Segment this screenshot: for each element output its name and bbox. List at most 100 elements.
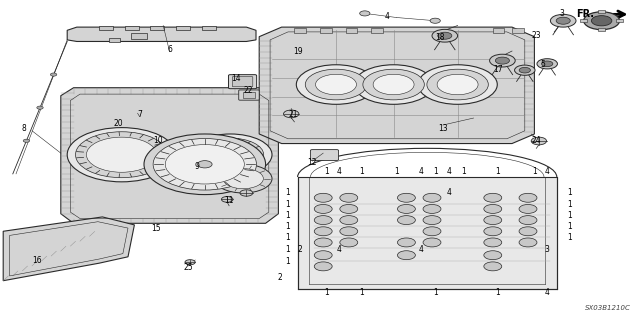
Circle shape bbox=[340, 227, 358, 236]
Text: 1: 1 bbox=[567, 211, 572, 220]
Text: 4: 4 bbox=[447, 189, 452, 197]
Text: 17: 17 bbox=[493, 65, 503, 74]
Circle shape bbox=[541, 61, 553, 67]
Circle shape bbox=[423, 193, 441, 202]
Text: 10: 10 bbox=[153, 136, 163, 145]
Text: 1: 1 bbox=[567, 233, 572, 242]
Circle shape bbox=[423, 238, 441, 247]
Circle shape bbox=[316, 74, 356, 95]
Circle shape bbox=[223, 168, 264, 189]
Text: 1: 1 bbox=[495, 288, 500, 297]
Circle shape bbox=[430, 18, 440, 23]
Text: 4: 4 bbox=[385, 12, 390, 21]
Text: 2: 2 bbox=[278, 273, 283, 282]
Bar bbox=[150, 26, 164, 30]
FancyBboxPatch shape bbox=[232, 77, 253, 87]
Text: 3: 3 bbox=[559, 9, 564, 18]
Circle shape bbox=[314, 204, 332, 213]
Circle shape bbox=[185, 260, 195, 265]
Text: SX03B1210C: SX03B1210C bbox=[584, 305, 630, 311]
Bar bbox=[125, 26, 139, 30]
Circle shape bbox=[437, 74, 478, 95]
Circle shape bbox=[198, 161, 212, 168]
Circle shape bbox=[584, 12, 620, 30]
Circle shape bbox=[484, 193, 502, 202]
Circle shape bbox=[519, 67, 531, 73]
Circle shape bbox=[340, 193, 358, 202]
Circle shape bbox=[86, 137, 157, 172]
Bar bbox=[616, 19, 623, 22]
Bar bbox=[580, 19, 587, 22]
Circle shape bbox=[314, 193, 332, 202]
Circle shape bbox=[556, 17, 570, 24]
Circle shape bbox=[23, 139, 29, 142]
Bar bbox=[294, 28, 306, 33]
Circle shape bbox=[531, 137, 547, 145]
FancyBboxPatch shape bbox=[239, 90, 259, 100]
Circle shape bbox=[495, 57, 509, 64]
Text: 1: 1 bbox=[324, 288, 329, 297]
Text: 15: 15 bbox=[150, 224, 161, 233]
Text: 1: 1 bbox=[567, 189, 572, 197]
Text: 8: 8 bbox=[22, 124, 27, 133]
Bar bbox=[243, 92, 255, 98]
Circle shape bbox=[397, 238, 415, 247]
Circle shape bbox=[397, 251, 415, 260]
Text: 7: 7 bbox=[137, 110, 142, 119]
Text: 24: 24 bbox=[531, 136, 541, 145]
Circle shape bbox=[484, 251, 502, 260]
Circle shape bbox=[519, 227, 537, 236]
Text: 4: 4 bbox=[545, 167, 550, 176]
Text: 6: 6 bbox=[167, 45, 172, 54]
Bar bbox=[176, 26, 190, 30]
Text: 4: 4 bbox=[337, 245, 342, 254]
Bar bbox=[346, 28, 357, 33]
Circle shape bbox=[418, 65, 497, 104]
Circle shape bbox=[340, 238, 358, 247]
Circle shape bbox=[490, 54, 515, 67]
Circle shape bbox=[144, 134, 266, 195]
Text: 16: 16 bbox=[32, 256, 42, 265]
Polygon shape bbox=[61, 88, 278, 223]
Circle shape bbox=[423, 227, 441, 236]
Circle shape bbox=[314, 251, 332, 260]
Text: 1: 1 bbox=[285, 245, 291, 254]
Circle shape bbox=[484, 262, 502, 271]
Text: 22: 22 bbox=[244, 86, 253, 95]
Polygon shape bbox=[3, 217, 134, 281]
Text: 4: 4 bbox=[419, 167, 424, 176]
Text: 1: 1 bbox=[461, 167, 467, 176]
Text: 1: 1 bbox=[285, 200, 291, 209]
Text: 1: 1 bbox=[285, 233, 291, 242]
Circle shape bbox=[427, 69, 488, 100]
Circle shape bbox=[314, 227, 332, 236]
Circle shape bbox=[519, 216, 537, 225]
Circle shape bbox=[76, 132, 168, 178]
FancyBboxPatch shape bbox=[181, 147, 198, 154]
Text: 25: 25 bbox=[184, 263, 194, 272]
Circle shape bbox=[284, 110, 299, 118]
Polygon shape bbox=[67, 27, 256, 41]
Circle shape bbox=[51, 73, 57, 76]
Circle shape bbox=[397, 204, 415, 213]
Circle shape bbox=[305, 69, 367, 100]
Text: 1: 1 bbox=[567, 200, 572, 209]
Circle shape bbox=[397, 193, 415, 202]
Text: 4: 4 bbox=[419, 245, 424, 254]
Circle shape bbox=[314, 216, 332, 225]
Circle shape bbox=[36, 106, 44, 109]
Text: 1: 1 bbox=[567, 222, 572, 231]
Bar bbox=[598, 28, 605, 31]
Circle shape bbox=[221, 197, 233, 202]
Circle shape bbox=[519, 193, 537, 202]
Text: 19: 19 bbox=[292, 47, 303, 56]
FancyBboxPatch shape bbox=[200, 147, 217, 154]
Circle shape bbox=[423, 216, 441, 225]
Text: 21: 21 bbox=[289, 110, 298, 119]
Circle shape bbox=[484, 216, 502, 225]
Text: 1: 1 bbox=[285, 222, 291, 231]
FancyBboxPatch shape bbox=[310, 150, 339, 160]
Text: 1: 1 bbox=[532, 167, 537, 176]
Text: 1: 1 bbox=[285, 211, 291, 220]
Circle shape bbox=[153, 138, 257, 190]
